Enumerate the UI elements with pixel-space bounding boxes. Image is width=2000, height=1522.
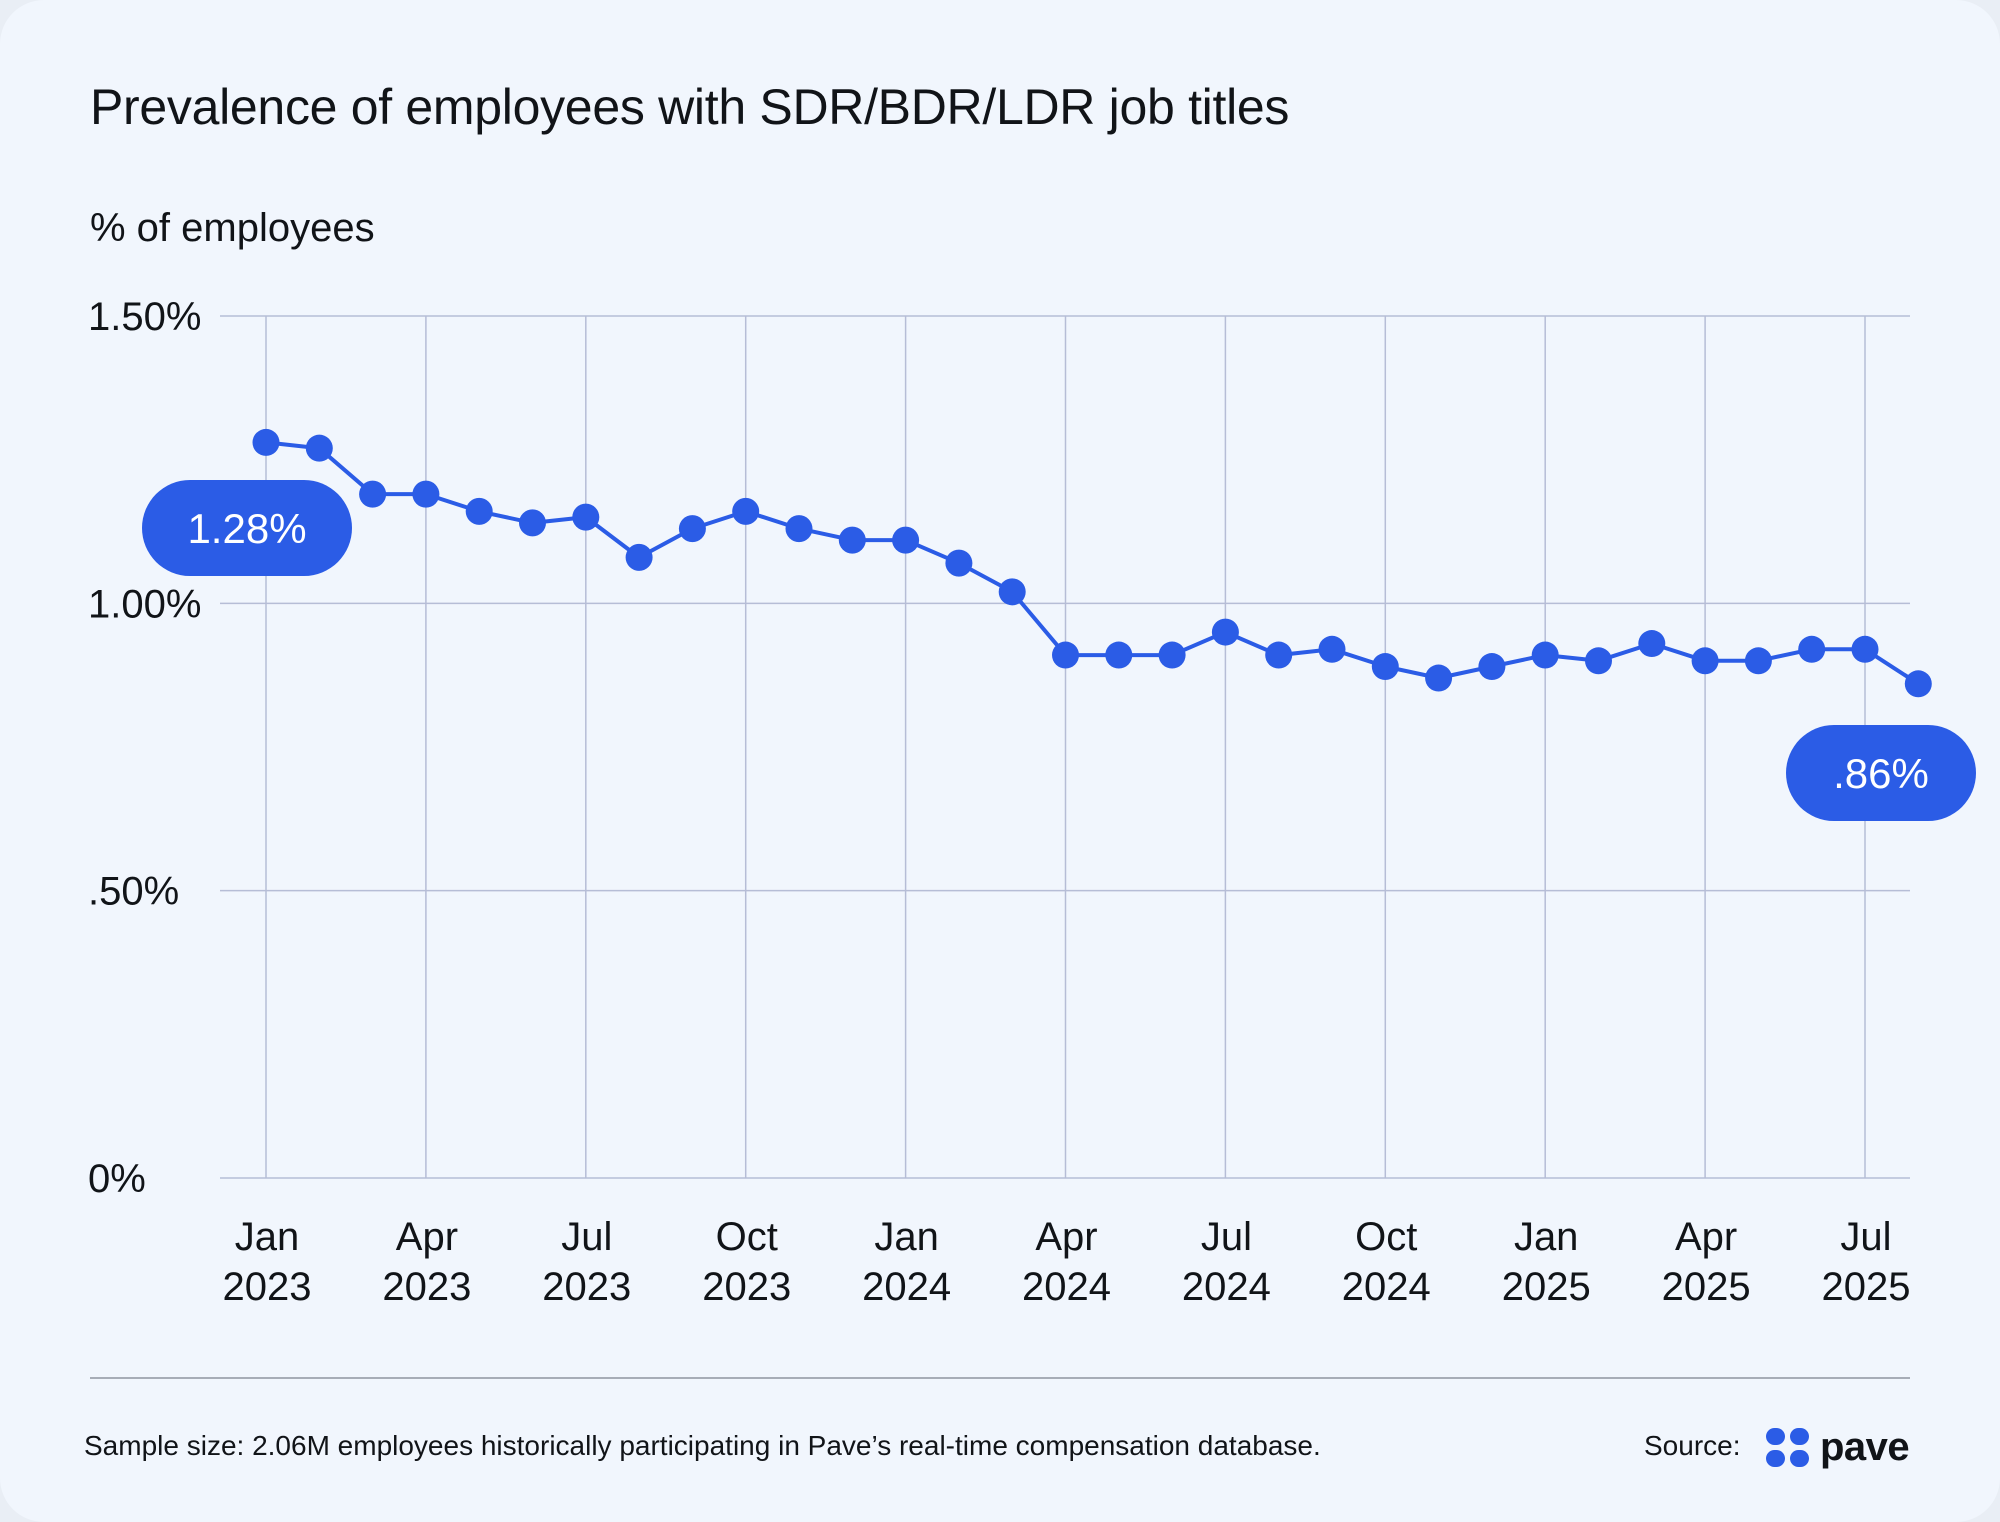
data-point xyxy=(732,497,760,525)
x-tick-label: Apr xyxy=(396,1215,458,1259)
data-point xyxy=(1798,635,1826,663)
data-point xyxy=(305,434,333,462)
x-tick-label: 2024 xyxy=(862,1265,951,1309)
series-points xyxy=(252,428,1932,698)
x-tick-label: 2024 xyxy=(1342,1265,1431,1309)
y-tick-label: .50% xyxy=(88,870,179,914)
data-point xyxy=(1052,641,1079,669)
x-tick-label: Apr xyxy=(1035,1215,1097,1259)
series-polyline xyxy=(265,440,1920,686)
data-point xyxy=(1318,635,1346,663)
pave-logo-text: pave xyxy=(1820,1425,1910,1469)
data-point xyxy=(1851,635,1879,663)
data-point xyxy=(838,526,866,554)
data-point xyxy=(945,549,973,577)
data-point xyxy=(1904,670,1932,698)
x-tick-label: Jul xyxy=(1840,1215,1891,1259)
data-point xyxy=(892,526,920,554)
y-tick-label: 0% xyxy=(88,1157,146,1201)
data-point xyxy=(1211,618,1239,646)
y-axis-label: % of employees xyxy=(90,206,375,250)
grid-lines xyxy=(220,315,1910,1179)
source-label: Source: xyxy=(1644,1430,1741,1461)
annotation-pill xyxy=(1786,725,1976,821)
x-tick-label: 2023 xyxy=(223,1265,312,1309)
x-tick-label: 2025 xyxy=(1662,1265,1751,1309)
x-tick-labels: Jan 2023 Apr 2023 Jul 2023 Oct 2023 Jan 2024 Apr 20… xyxy=(223,1215,1911,1309)
footer-divider xyxy=(90,1377,1910,1379)
series-line xyxy=(265,440,1920,686)
x-tick-label: 2025 xyxy=(1822,1265,1911,1309)
y-tick-label: 1.00% xyxy=(88,582,201,626)
x-tick-label: Apr xyxy=(1675,1215,1737,1259)
x-tick-label: 2023 xyxy=(702,1265,791,1309)
data-point xyxy=(1478,653,1506,681)
x-tick-label: Jan xyxy=(874,1215,939,1259)
data-point xyxy=(1425,664,1453,692)
x-tick-label: Jan xyxy=(235,1215,300,1259)
pave-logo-icon xyxy=(1766,1427,1809,1467)
x-tick-label: Jul xyxy=(561,1215,612,1259)
data-point xyxy=(359,480,387,508)
data-point xyxy=(252,428,280,456)
x-tick-label: 2023 xyxy=(542,1265,631,1309)
data-point xyxy=(1744,647,1772,675)
data-point xyxy=(1158,641,1186,669)
y-tick-label: 1.50% xyxy=(88,295,201,339)
data-point xyxy=(625,543,653,571)
data-point xyxy=(1638,630,1666,658)
data-point xyxy=(1105,641,1133,669)
chart-title: Prevalence of employees with SDR/BDR/LDR… xyxy=(90,79,1290,135)
value-annotations: 1.28% .86% xyxy=(142,480,1976,821)
data-point xyxy=(572,503,600,531)
data-point xyxy=(678,515,706,543)
data-point xyxy=(998,578,1026,606)
data-point xyxy=(1265,641,1293,669)
data-point xyxy=(1691,647,1719,675)
x-tick-label: Jul xyxy=(1201,1215,1252,1259)
footnote: Sample size: 2.06M employees historicall… xyxy=(84,1430,1321,1461)
x-tick-label: 2024 xyxy=(1182,1265,1271,1309)
x-tick-label: Oct xyxy=(1355,1215,1417,1259)
x-tick-label: 2024 xyxy=(1022,1265,1111,1309)
annotation-label: 1.28% xyxy=(187,505,306,552)
x-tick-label: 2025 xyxy=(1502,1265,1591,1309)
x-tick-label: Oct xyxy=(716,1215,778,1259)
x-tick-label: 2023 xyxy=(382,1265,471,1309)
data-point xyxy=(1531,641,1559,669)
data-point xyxy=(465,497,493,525)
data-point xyxy=(1371,653,1399,681)
pave-logo: pave xyxy=(1766,1425,1910,1470)
annotation-label: .86% xyxy=(1833,750,1929,797)
x-tick-label: Jan xyxy=(1514,1215,1579,1259)
annotation-pill xyxy=(142,480,352,576)
y-tick-labels: 0% .50% 1.00% 1.50% xyxy=(88,295,201,1201)
data-point xyxy=(519,509,546,537)
data-point xyxy=(412,480,440,508)
data-point xyxy=(1585,647,1612,675)
data-point xyxy=(785,515,813,543)
